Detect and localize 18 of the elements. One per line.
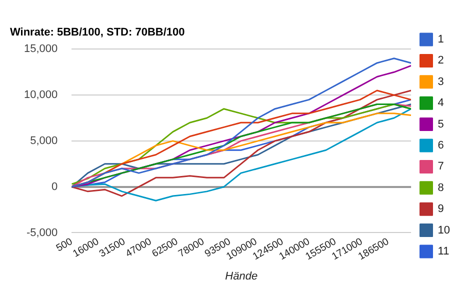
legend-label: 1 <box>438 34 444 46</box>
y-tick-label: 15,000 <box>24 43 58 56</box>
legend-label: 10 <box>438 224 450 236</box>
legend-label: 4 <box>438 97 444 110</box>
legend-label: 2 <box>438 54 444 67</box>
legend-label: 7 <box>438 160 444 173</box>
legend-label: 6 <box>438 140 444 152</box>
y-tick-label: 10,000 <box>24 89 58 102</box>
legend-label: 11 <box>438 246 450 258</box>
y-tick-label: 5,000 <box>30 134 58 147</box>
y-tick-label: 0 <box>52 180 58 193</box>
chart-title: Winrate: 5BB/100, STD: 70BB/100 <box>10 26 185 39</box>
legend-label: 5 <box>438 118 444 130</box>
x-axis-title: Hände <box>225 270 258 282</box>
legend-label: 3 <box>438 76 444 88</box>
legend-label: 9 <box>438 203 444 216</box>
legend-label: 8 <box>438 182 444 194</box>
y-tick-label: -5,000 <box>26 226 58 239</box>
